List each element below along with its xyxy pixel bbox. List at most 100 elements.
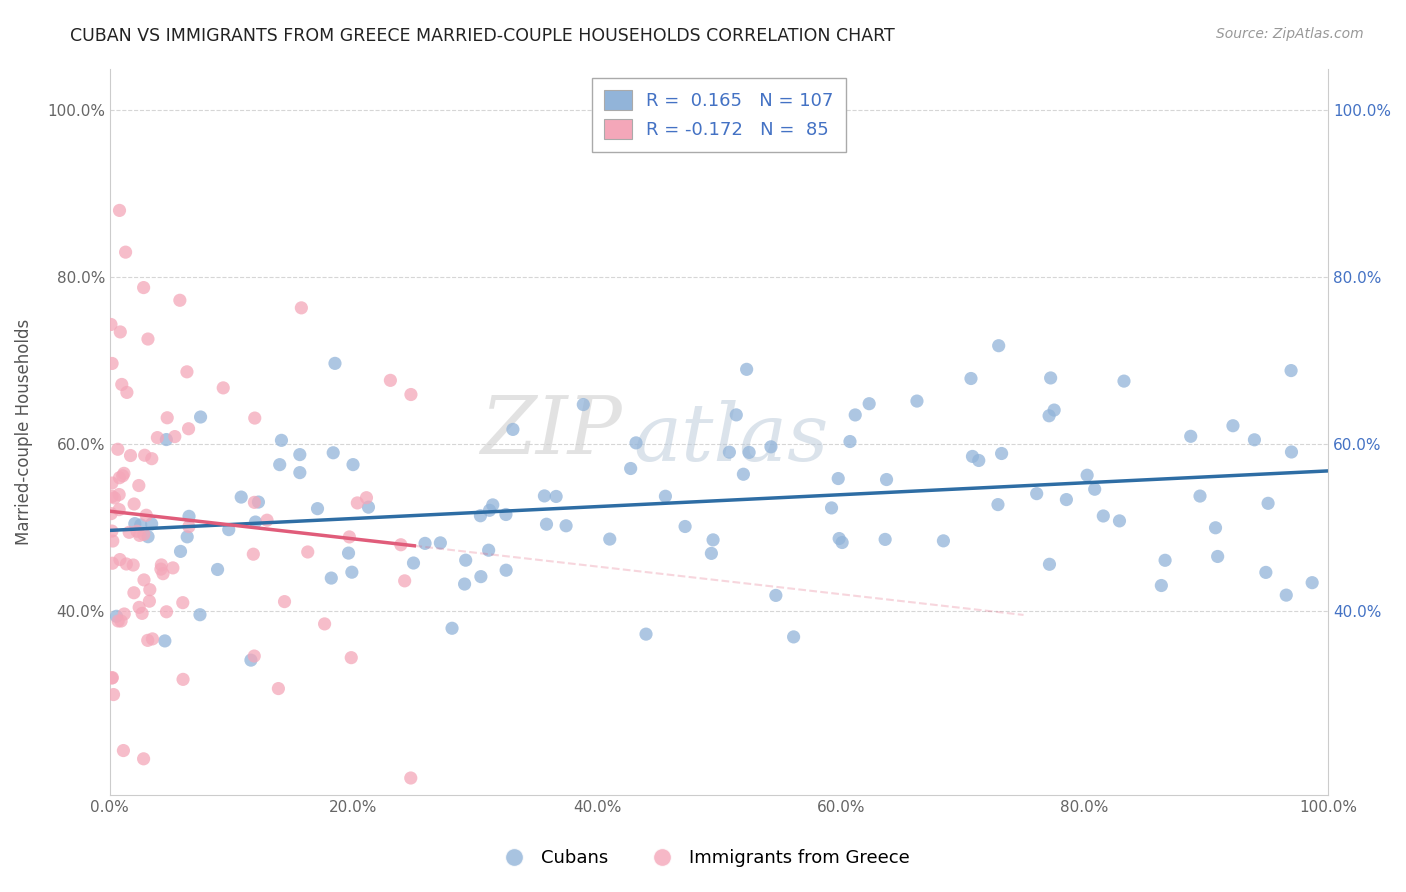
Point [1043, 403, 1066, 417]
Point [759, 440, 782, 454]
Point [132, 527, 155, 541]
Point [389, 538, 412, 552]
Point [146, 431, 169, 445]
Point [118, 525, 141, 540]
Point [340, 650, 363, 665]
Point [101, 490, 124, 504]
Point [1205, 521, 1227, 535]
Point [114, 245, 136, 260]
Point [207, 562, 229, 576]
Point [967, 453, 990, 467]
Point [172, 596, 194, 610]
Point [177, 422, 200, 436]
Point [188, 607, 211, 622]
Point [122, 558, 145, 572]
Point [290, 301, 312, 315]
Point [267, 681, 290, 696]
Point [987, 498, 1010, 512]
Point [155, 605, 177, 619]
Point [725, 408, 748, 422]
Point [100, 507, 122, 521]
Point [394, 574, 416, 588]
Point [176, 530, 198, 544]
Point [243, 411, 266, 425]
Point [702, 533, 724, 547]
Point [270, 434, 292, 448]
Point [782, 630, 804, 644]
Point [212, 381, 235, 395]
Point [107, 614, 129, 628]
Point [960, 371, 983, 385]
Point [738, 445, 761, 459]
Point [100, 318, 122, 332]
Point [1275, 588, 1298, 602]
Point [1025, 486, 1047, 500]
Point [1076, 468, 1098, 483]
Point [124, 516, 146, 531]
Point [1084, 482, 1107, 496]
Point [932, 533, 955, 548]
Point [478, 543, 501, 558]
Point [1206, 549, 1229, 564]
Point [243, 648, 266, 663]
Point [190, 409, 212, 424]
Point [141, 516, 163, 531]
Point [429, 536, 451, 550]
Point [115, 385, 138, 400]
Legend: R =  0.165   N = 107, R = -0.172   N =  85: R = 0.165 N = 107, R = -0.172 N = 85 [592, 78, 846, 152]
Point [718, 445, 741, 459]
Point [654, 489, 676, 503]
Point [176, 365, 198, 379]
Point [239, 653, 262, 667]
Point [990, 446, 1012, 460]
Point [765, 588, 787, 602]
Point [356, 491, 378, 505]
Point [108, 487, 131, 501]
Point [156, 410, 179, 425]
Point [243, 495, 266, 509]
Point [340, 565, 363, 579]
Point [256, 513, 278, 527]
Legend: Cubans, Immigrants from Greece: Cubans, Immigrants from Greece [488, 842, 918, 874]
Point [101, 356, 124, 370]
Text: ZIP: ZIP [479, 392, 621, 470]
Point [1180, 429, 1202, 443]
Point [120, 449, 142, 463]
Point [1039, 371, 1062, 385]
Point [153, 634, 176, 648]
Point [624, 435, 647, 450]
Point [125, 524, 148, 539]
Point [402, 556, 425, 570]
Point [132, 280, 155, 294]
Point [1188, 489, 1211, 503]
Point [152, 566, 174, 581]
Point [122, 586, 145, 600]
Point [1243, 433, 1265, 447]
Point [128, 600, 150, 615]
Point [163, 429, 186, 443]
Point [875, 533, 897, 547]
Point [321, 571, 343, 585]
Point [101, 534, 124, 549]
Point [470, 508, 492, 523]
Point [1222, 418, 1244, 433]
Point [839, 434, 862, 449]
Point [103, 688, 125, 702]
Point [1092, 508, 1115, 523]
Point [110, 325, 132, 339]
Point [905, 394, 928, 409]
Point [155, 433, 177, 447]
Point [115, 557, 138, 571]
Point [380, 373, 402, 387]
Point [101, 556, 124, 570]
Point [242, 547, 264, 561]
Point [441, 621, 464, 635]
Point [231, 490, 253, 504]
Point [478, 503, 501, 517]
Text: Source: ZipAtlas.com: Source: ZipAtlas.com [1216, 27, 1364, 41]
Point [828, 532, 851, 546]
Point [134, 448, 156, 462]
Point [555, 518, 578, 533]
Point [533, 489, 555, 503]
Point [342, 458, 364, 472]
